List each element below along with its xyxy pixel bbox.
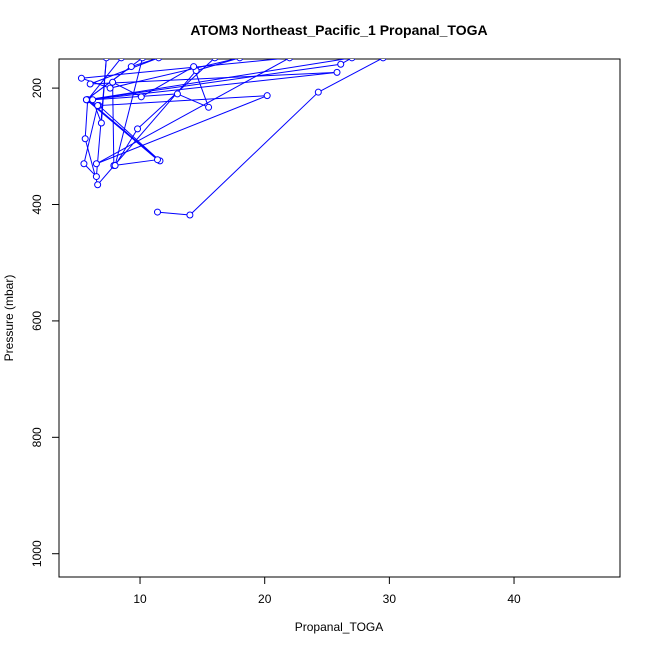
series-line-segment: [109, 59, 237, 89]
chart-title: ATOM3 Northeast_Pacific_1 Propanal_TOGA: [190, 22, 487, 38]
series-line-segment: [318, 59, 383, 93]
y-axis: 200 400 600 800 1000: [30, 78, 60, 567]
data-point: [134, 125, 142, 133]
series-line-segment: [92, 93, 178, 101]
data-point: [94, 181, 102, 189]
data-point: [82, 96, 90, 104]
data-point: [263, 92, 271, 100]
data-point: [109, 78, 117, 86]
data-point: [111, 162, 119, 170]
x-axis: 10 20 30 40: [133, 576, 521, 606]
data-point: [190, 63, 198, 71]
series-line-segment: [87, 63, 341, 101]
data-point: [86, 80, 94, 88]
data-point: [153, 156, 161, 164]
series-line-segment: [100, 59, 107, 124]
data-point: [127, 63, 135, 71]
series-line-segment: [87, 71, 338, 101]
series-line-segment: [141, 66, 194, 98]
series-line-segment: [96, 95, 268, 165]
data-point: [139, 59, 146, 62]
series-line-segment: [83, 105, 99, 164]
data-point: [153, 208, 161, 216]
plot-frame: [58, 58, 621, 578]
data-point: [314, 88, 322, 96]
data-point: [173, 90, 181, 98]
series-line-segment: [86, 99, 158, 161]
data-point: [94, 102, 102, 110]
series-line-segment: [112, 81, 142, 98]
data-point: [77, 74, 85, 82]
data-point: [80, 160, 88, 168]
series-line-segment: [157, 211, 190, 216]
series-line-segment: [189, 91, 319, 216]
data-point: [97, 119, 105, 127]
series-line-segment: [87, 59, 348, 101]
data-point: [92, 160, 100, 168]
series-line-segment: [81, 59, 283, 79]
y-tick-label: 400: [30, 194, 44, 214]
series-line-segment: [114, 59, 143, 166]
data-point: [118, 59, 125, 62]
data-point: [155, 59, 163, 62]
x-axis-label: Propanal_TOGA: [295, 620, 384, 634]
data-point: [186, 211, 194, 219]
series-line-segment: [81, 77, 111, 89]
data-point: [81, 135, 89, 143]
data-point: [337, 60, 345, 68]
series-layer: [77, 59, 387, 219]
data-point: [286, 59, 293, 62]
series-line-segment: [92, 99, 102, 124]
series-line-segment: [112, 82, 115, 166]
series-line-segment: [98, 95, 268, 107]
data-point: [103, 59, 110, 62]
data-point: [333, 68, 341, 76]
series-line-segment: [131, 59, 157, 68]
x-tick-label: 20: [258, 592, 272, 606]
y-axis-label: Pressure (mbar): [2, 275, 16, 362]
y-tick-label: 600: [30, 311, 44, 331]
x-tick-label: 30: [383, 592, 397, 606]
data-point: [89, 96, 97, 104]
y-tick-label: 800: [30, 427, 44, 447]
series-line-segment: [90, 71, 338, 85]
x-tick-label: 40: [507, 592, 521, 606]
series-line-segment: [113, 159, 158, 167]
y-tick-label: 1000: [30, 540, 44, 567]
y-tick-label: 200: [30, 78, 44, 98]
series-line-segment: [84, 99, 89, 139]
data-point: [106, 84, 114, 92]
data-point: [211, 59, 219, 62]
data-point: [348, 59, 356, 62]
series-line-segment: [114, 128, 138, 166]
data-point: [379, 59, 387, 62]
data-point: [205, 103, 213, 111]
data-point: [137, 93, 145, 101]
x-tick-label: 10: [133, 592, 147, 606]
data-point: [236, 59, 244, 62]
data-point: [92, 173, 100, 181]
series-line-segment: [177, 93, 209, 108]
